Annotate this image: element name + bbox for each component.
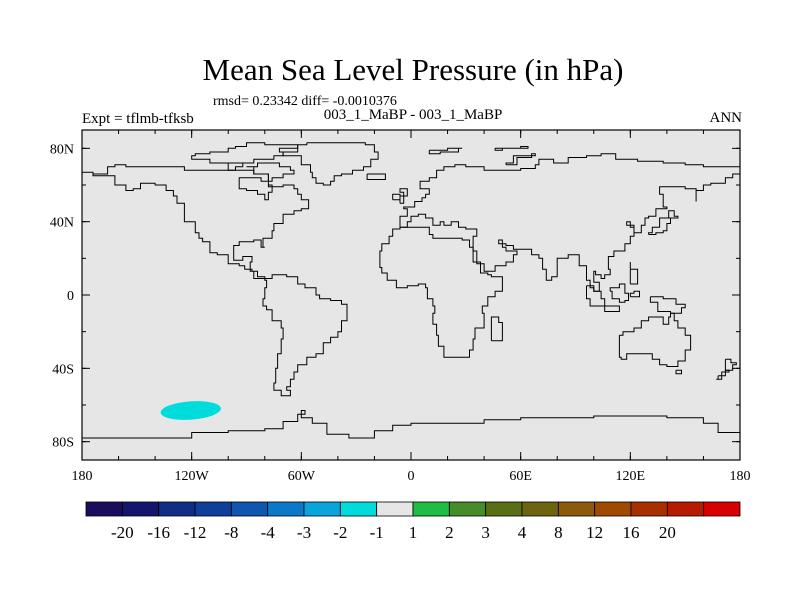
colorbar-swatch — [267, 501, 305, 517]
coastline — [366, 173, 386, 180]
colorbar: -20 -16 -12 -8 -4 -3 -2 -1 1 2 3 4 8 12 16 20 — [85, 501, 741, 542]
coastline — [246, 162, 295, 182]
colorbar-label: -2 — [333, 523, 347, 542]
coastline — [82, 410, 741, 439]
coastline — [716, 369, 730, 380]
y-tick-label: 0 — [67, 289, 74, 304]
colorbar-label: -4 — [261, 523, 276, 542]
x-tick-label: 60W — [288, 469, 316, 484]
colorbar-label: -3 — [297, 523, 311, 542]
anomaly-blob — [160, 401, 221, 420]
coastline — [227, 162, 244, 171]
coastline — [648, 217, 671, 235]
coastline — [399, 188, 408, 204]
coastline — [618, 312, 692, 367]
colorbar-label: -8 — [224, 523, 238, 542]
colorbar-swatch — [158, 501, 196, 517]
season-label: ANN — [709, 110, 743, 126]
x-tick-label: 120E — [616, 469, 646, 484]
colorbar-swatch — [194, 501, 232, 517]
colorbar-label: -12 — [184, 523, 207, 542]
coastline — [629, 290, 640, 298]
colorbar-swatch — [557, 501, 596, 517]
x-tick-label: 180 — [730, 469, 751, 484]
coastline — [490, 316, 503, 342]
y-tick-label: 80N — [50, 142, 74, 157]
coastline — [191, 142, 299, 164]
coastline — [379, 226, 503, 358]
map-axes: 180 120W 60W 0 60E 120E 180 80N 40N 0 40S 80S — [50, 129, 751, 484]
colorbar-swatch — [230, 501, 269, 517]
colorbar-label: 16 — [623, 523, 640, 542]
coastline — [609, 283, 629, 303]
colorbar-label: 8 — [554, 523, 563, 542]
coastline — [586, 285, 606, 307]
colorbar-swatch — [703, 501, 741, 517]
coastline — [505, 153, 536, 166]
x-tick-label: 180 — [72, 469, 93, 484]
colorbar-swatch — [339, 501, 378, 517]
colorbar-label: 3 — [481, 523, 490, 542]
experiment-label: Expt = tflmb-tfksb — [82, 111, 194, 127]
y-tick-label: 40S — [52, 362, 74, 377]
coastline — [428, 147, 463, 155]
colorbar-swatch — [412, 501, 450, 517]
colorbar-swatch — [121, 501, 160, 517]
coastline — [675, 369, 682, 375]
colorbar-label: -20 — [111, 523, 134, 542]
y-tick-label: 80S — [52, 436, 74, 451]
coastline — [82, 164, 348, 397]
colorbar-swatch — [666, 501, 705, 517]
coastline — [629, 262, 639, 285]
chart-title: Mean Sea Level Pressure (in hPa) — [202, 52, 624, 87]
colorbar-swatch — [521, 501, 559, 517]
coastline — [649, 296, 686, 314]
x-tick-label: 120W — [175, 469, 210, 484]
case-subtitle: 003_1_MaBP - 003_1_MaBP — [323, 107, 503, 123]
y-tick-label: 40N — [50, 216, 74, 231]
colorbar-label: 2 — [445, 523, 454, 542]
rmsd-diff-stats: rmsd= 0.23342 diff= -0.0010376 — [213, 94, 397, 109]
x-tick-label: 0 — [408, 469, 415, 484]
x-tick-label: 60E — [509, 469, 532, 484]
colorbar-label: -1 — [370, 523, 384, 542]
coastline — [392, 153, 741, 292]
coastline — [604, 305, 620, 312]
map-plot-area — [82, 130, 741, 460]
colorbar-label: 4 — [518, 523, 527, 542]
colorbar-label: -16 — [147, 523, 170, 542]
coastline — [668, 210, 679, 219]
colorbar-label: 12 — [586, 523, 603, 542]
colorbar-swatch — [630, 501, 668, 517]
colorbar-label: 20 — [659, 523, 676, 542]
coastline — [494, 146, 529, 151]
colorbar-swatch — [485, 501, 523, 517]
coastline — [392, 193, 401, 201]
colorbar-swatch — [303, 501, 341, 517]
colorbar-swatch — [448, 501, 487, 517]
colorbar-swatch — [594, 501, 632, 517]
colorbar-label: 1 — [409, 523, 418, 542]
colorbar-swatch — [376, 501, 414, 517]
colorbar-swatch — [85, 501, 123, 517]
